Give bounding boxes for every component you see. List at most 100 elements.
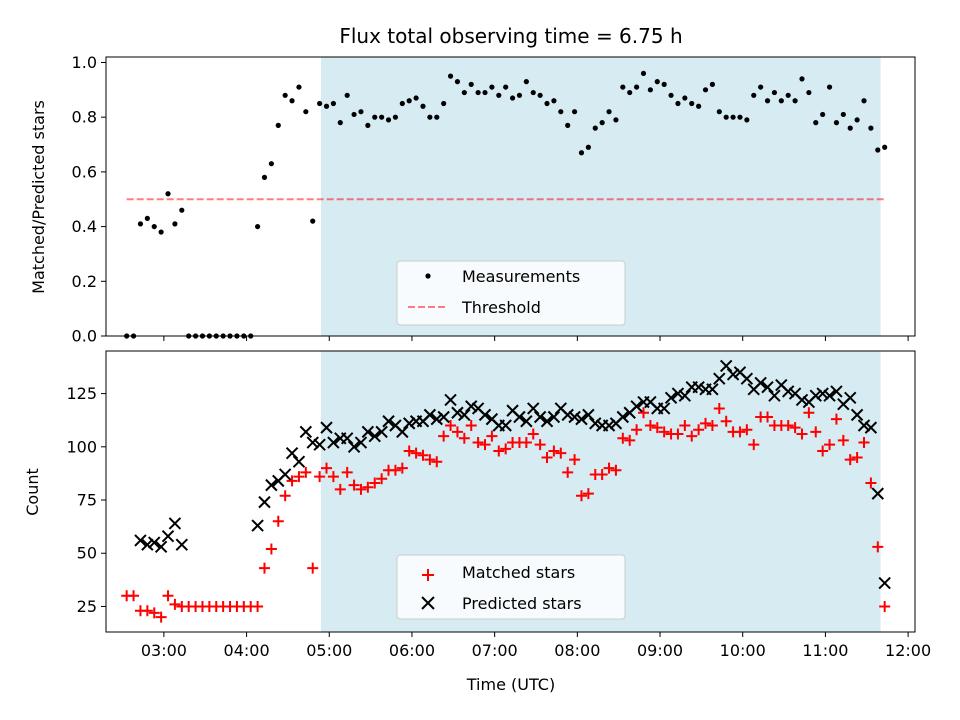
measurement-point [475, 89, 481, 96]
matched-star-point [465, 420, 477, 432]
matched-star-point [582, 488, 594, 500]
matched-star-point [658, 426, 670, 438]
measurement-point [702, 87, 709, 93]
predicted-star-point [430, 412, 443, 426]
matched-star-point [534, 439, 546, 451]
measurement-point [723, 114, 729, 120]
predicted-star-point [499, 419, 512, 432]
predicted-star-point [575, 412, 588, 426]
top-legend-box [396, 260, 626, 326]
y-tick-label: 25 [77, 597, 97, 616]
predicted-star-point [664, 391, 678, 405]
matched-star-point [417, 449, 429, 461]
x-tick-label: 04:00 [224, 641, 270, 660]
measurement-point [337, 120, 343, 126]
measurement-point [820, 111, 826, 118]
predicted-star-point [871, 487, 884, 500]
predicted-star-point [761, 380, 774, 394]
predicted-star-point [299, 425, 313, 439]
matched-star-point [410, 447, 422, 459]
predicted-star-point [320, 421, 333, 434]
matched-star-point [748, 439, 760, 451]
predicted-star-point [458, 408, 471, 422]
x-tick-label: 03:00 [141, 641, 187, 660]
measurement-point [137, 221, 144, 227]
matched-star-point [486, 430, 498, 442]
matched-star-point [472, 437, 484, 449]
matched-star-point [445, 420, 457, 432]
measurement-point [461, 89, 467, 96]
matched-star-point [376, 473, 388, 485]
predicted-star-point [154, 540, 168, 554]
matched-star-point [396, 462, 408, 474]
matched-star-point [369, 477, 381, 489]
matched-star-point [527, 428, 539, 440]
legend-measurements-label: Measurements [462, 267, 580, 286]
matched-star-point [672, 428, 684, 440]
bottom-y-axis-label: Count [23, 468, 42, 516]
top-axes: 0.0 0.2 0.4 0.6 0.8 1.0 [72, 53, 916, 346]
measurement-point [661, 81, 667, 87]
measurement-point [854, 117, 860, 123]
matched-star-point [610, 464, 622, 476]
measurement-point [709, 81, 716, 87]
y-tick-label: 75 [77, 491, 97, 510]
measurement-point [882, 144, 888, 150]
y-tick-label: 0.8 [72, 108, 97, 127]
legend-measurements-marker [425, 273, 431, 279]
predicted-star-point [568, 410, 581, 424]
matched-star-point [631, 424, 643, 436]
measurement-point [454, 79, 461, 85]
matched-star-point [569, 454, 581, 466]
y-tick-label: 0.6 [72, 162, 97, 181]
predicted-star-point [437, 410, 450, 424]
x-tick-label: 12:00 [885, 641, 931, 660]
predicted-star-point [513, 410, 526, 424]
measurement-point [730, 114, 736, 120]
predicted-star-point [678, 389, 692, 402]
measurement-point [606, 109, 612, 115]
predicted-star-point [361, 425, 375, 439]
matched-star-point [762, 411, 774, 423]
predicted-star-point [795, 393, 809, 407]
legend-matched-marker [422, 569, 434, 581]
predicted-star-point [444, 393, 457, 407]
matched-star-point [362, 481, 374, 493]
measurement-point [751, 92, 757, 98]
top-legend: Measurements Threshold [396, 260, 626, 326]
matched-star-point [596, 468, 608, 480]
measurement-point [310, 218, 316, 224]
matched-star-point [693, 424, 705, 436]
matched-star-point [334, 483, 346, 495]
matched-star-point [872, 541, 884, 553]
measurement-point [544, 100, 550, 107]
predicted-star-point [368, 429, 381, 443]
matched-star-point [265, 543, 277, 555]
matched-star-point [782, 420, 794, 432]
predicted-star-point [692, 380, 705, 394]
matched-star-point [451, 426, 463, 438]
measurement-point [496, 92, 502, 98]
predicted-star-point [306, 436, 319, 449]
measurement-point [268, 161, 274, 167]
matched-star-point [458, 432, 470, 444]
measurement-point [351, 111, 357, 118]
measurement-point [530, 89, 536, 96]
measurement-point [565, 122, 571, 128]
measurement-point [578, 150, 585, 156]
measurement-point [840, 111, 846, 118]
measurement-point [158, 229, 164, 235]
predicted-star-point [816, 387, 829, 400]
predicted-star-point [754, 376, 767, 390]
predicted-star-point [134, 534, 147, 547]
matched-star-point [713, 402, 725, 414]
measurement-point [516, 92, 523, 98]
predicted-star-point [292, 455, 306, 468]
y-tick-label: 0.2 [72, 272, 97, 291]
x-tick-label: 07:00 [472, 641, 518, 660]
measurement-point [599, 120, 605, 126]
predicted-star-point [313, 438, 326, 451]
axes-frame [105, 56, 916, 337]
predicted-star-point [251, 519, 264, 532]
matched-star-point [575, 490, 587, 502]
